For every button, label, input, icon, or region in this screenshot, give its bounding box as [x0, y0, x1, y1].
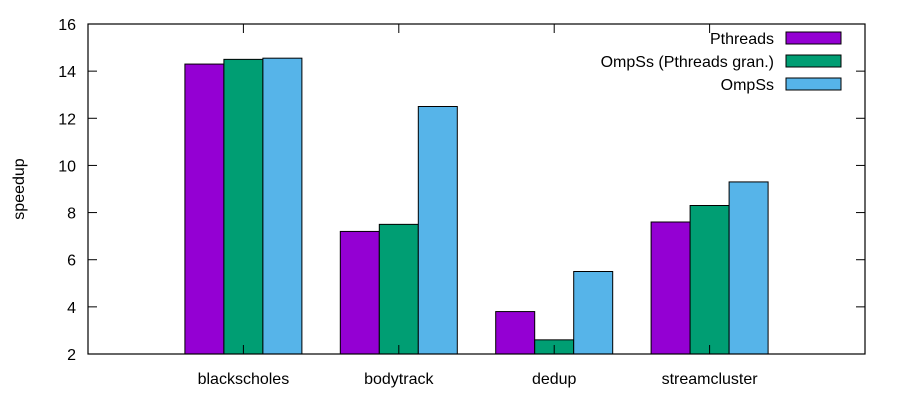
- legend: Pthreads OmpSs (Pthreads gran.) OmpSs: [601, 31, 842, 94]
- bar-dedup-pthreads: [495, 311, 536, 355]
- legend-swatch-ompss-pthreads-gran-: [785, 54, 842, 68]
- plot-frame: [87, 23, 866, 355]
- legend-label: OmpSs: [721, 77, 774, 94]
- x-tick-label-bodytrack: bodytrack: [364, 371, 434, 388]
- bar-bodytrack-pthreads: [339, 230, 380, 355]
- bar-streamcluster-ompss-pthreads-gran-: [689, 205, 730, 355]
- legend-label: Pthreads: [710, 31, 774, 48]
- x-tick-label-streamcluster: streamcluster: [662, 371, 759, 388]
- axes-group: 2 4 6 8 10 12 14 16 blackscholes bodytrack dedup st…: [58, 17, 866, 388]
- y-tick-label: 14: [58, 64, 76, 81]
- y-tick-label: 4: [67, 300, 76, 317]
- y-tick-label: 10: [58, 158, 76, 175]
- legend-label: OmpSs (Pthreads gran.): [601, 54, 774, 71]
- bar-blackscholes-ompss: [262, 57, 303, 355]
- y-tick-label: 12: [58, 111, 76, 128]
- x-tick-label-blackscholes: blackscholes: [198, 371, 290, 388]
- bar-streamcluster-ompss: [728, 181, 769, 355]
- y-tick-label: 6: [67, 253, 76, 270]
- bars-group: [184, 57, 769, 355]
- bar-bodytrack-ompss: [417, 106, 458, 355]
- bar-bodytrack-ompss-pthreads-gran-: [378, 223, 419, 355]
- y-tick-label: 16: [58, 17, 76, 34]
- bar-streamcluster-pthreads: [650, 221, 691, 355]
- legend-swatch-ompss: [785, 77, 842, 91]
- bar-blackscholes-ompss-pthreads-gran-: [223, 58, 264, 355]
- y-tick-label: 2: [67, 347, 76, 364]
- x-tick-label-dedup: dedup: [532, 371, 577, 388]
- legend-swatch-pthreads: [785, 31, 842, 45]
- y-tick-label: 8: [67, 206, 76, 223]
- bar-blackscholes-pthreads: [184, 63, 225, 355]
- bar-dedup-ompss: [573, 271, 614, 355]
- y-axis-label: speedup: [11, 158, 28, 219]
